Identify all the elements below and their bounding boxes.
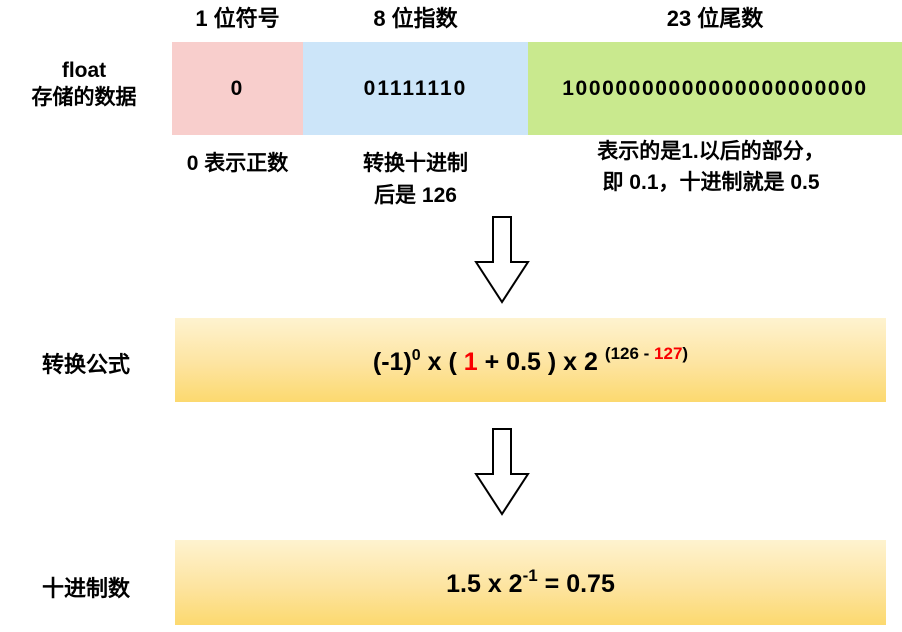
down-arrow-icon — [474, 428, 530, 516]
formula-exponent-open: (126 - — [604, 343, 655, 363]
decimal-result-expression: 1.5 x 2-1 = 0.75 — [446, 566, 615, 599]
storage-row-label: float 存储的数据 — [0, 57, 168, 111]
decimal-power-superscript: -1 — [522, 566, 538, 585]
exponent-note: 转换十进制 后是 126 — [303, 148, 528, 212]
exponent-note-line2: 后是 126 — [374, 184, 457, 207]
decimal-row-label: 十进制数 — [41, 576, 130, 601]
sign-note: 0 表示正数 — [186, 152, 289, 175]
sign-bit-box: 0 — [172, 42, 303, 135]
formula-exponent-close: ) — [682, 343, 689, 363]
formula-exponent-bias: 127 — [654, 343, 683, 363]
conversion-formula-expression: (-1)0 x ( 1 + 0.5 ) x 2 (126 - 127) — [373, 344, 688, 377]
mantissa-note-line1: 表示的是1.以后的部分， — [597, 140, 825, 163]
storage-row-label-line1: float — [61, 59, 107, 82]
formula-mantissa-one: 1 — [463, 347, 478, 376]
mantissa-field-header: 23 位尾数 — [666, 6, 764, 31]
down-arrow-icon — [474, 216, 530, 304]
decimal-base: 1.5 x 2 — [446, 570, 523, 598]
formula-exponent-superscript: (126 - 127) — [605, 344, 688, 363]
decimal-result-value: = 0.75 — [537, 570, 615, 598]
decimal-result-box: 1.5 x 2-1 = 0.75 — [175, 540, 886, 625]
storage-row-label-line2: 存储的数据 — [31, 86, 137, 109]
formula-row-label: 转换公式 — [41, 352, 130, 377]
mantissa-bits-box: 10000000000000000000000 — [528, 42, 902, 135]
mantissa-note-line2: 即 0.1，十进制就是 0.5 — [602, 171, 820, 194]
exponent-bits-box: 01111110 — [303, 42, 528, 135]
conversion-formula-box: (-1)0 x ( 1 + 0.5 ) x 2 (126 - 127) — [175, 318, 886, 402]
formula-plus-rest: + 0.5 ) x 2 — [477, 347, 598, 376]
mantissa-note: 表示的是1.以后的部分， 即 0.1，十进制就是 0.5 — [520, 136, 902, 198]
formula-times-open: x ( — [420, 347, 464, 376]
sign-field-header: 1 位符号 — [195, 6, 280, 31]
formula-sign-power: 0 — [411, 346, 421, 364]
formula-base: (-1) — [372, 347, 412, 376]
exponent-note-line1: 转换十进制 — [363, 152, 468, 175]
exponent-field-header: 8 位指数 — [373, 6, 458, 31]
